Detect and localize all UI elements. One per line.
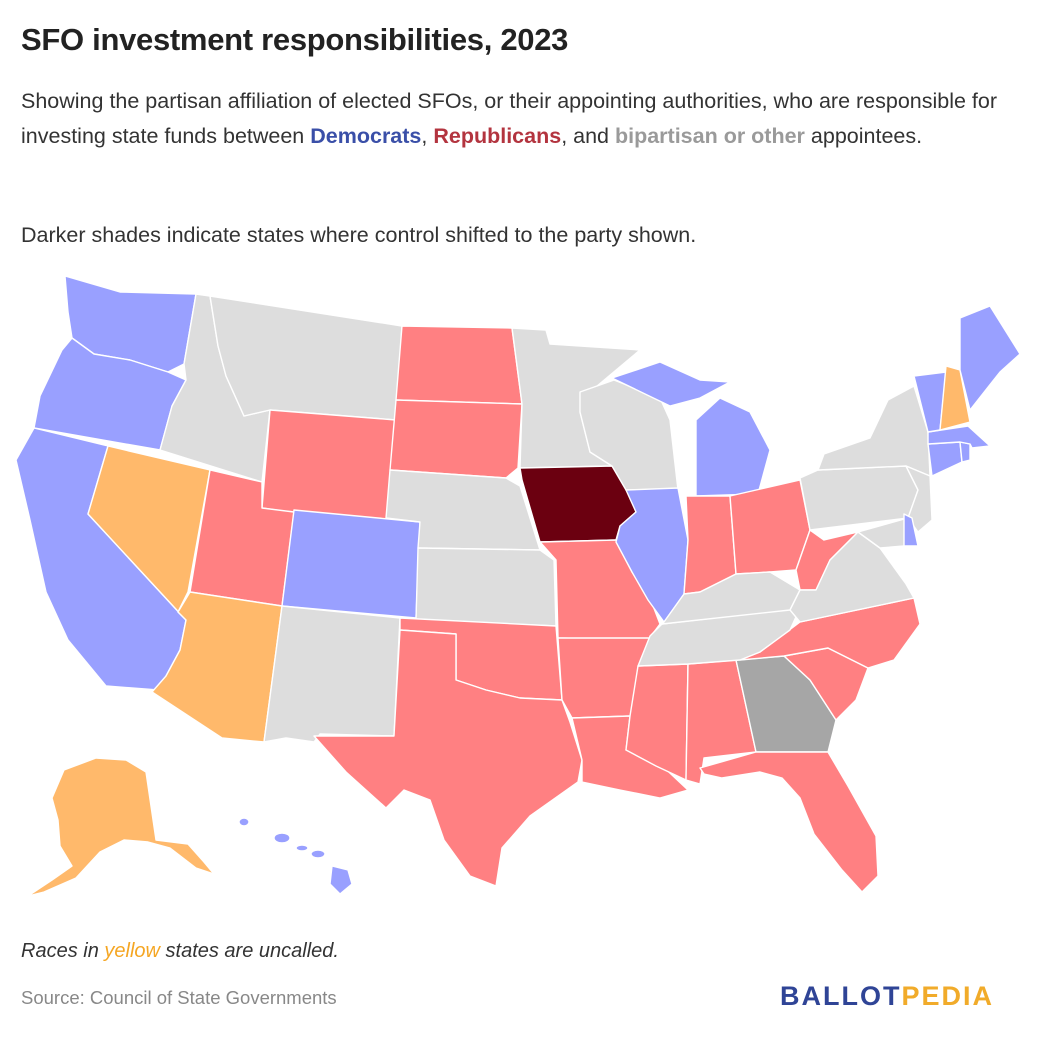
state-ri[interactable] (959, 441, 971, 463)
subtitle-text: Showing the partisan affiliation of elec… (21, 89, 998, 148)
state-oh[interactable] (729, 479, 811, 575)
legend-democrats: Democrats (310, 124, 422, 148)
subtitle-sep: , and (561, 124, 615, 148)
state-hi[interactable] (238, 817, 353, 895)
legend-republicans: Republicans (433, 124, 562, 148)
subtitle-text: appointees. (804, 124, 923, 148)
state-ny[interactable] (817, 385, 931, 477)
uncalled-note: Races in yellow states are uncalled. (21, 940, 339, 963)
chart-subtitle: Showing the partisan affiliation of elec… (21, 84, 1021, 154)
source-note: Source: Council of State Governments (21, 987, 337, 1008)
state-co[interactable] (281, 509, 421, 619)
footnote-text: Races in (21, 940, 105, 962)
chart-title: SFO investment responsibilities, 2023 (21, 22, 569, 57)
logo-part-pedia: PEDIA (901, 981, 995, 1011)
state-fl[interactable] (699, 751, 879, 893)
state-wy[interactable] (261, 409, 397, 527)
state-tx[interactable] (313, 629, 583, 887)
subtitle-sep: , (421, 124, 434, 148)
state-nd[interactable] (395, 325, 523, 405)
state-ak[interactable] (27, 757, 215, 897)
state-de[interactable] (903, 513, 919, 547)
legend-bipartisan-other: bipartisan or other (614, 124, 805, 148)
state-ks[interactable] (415, 547, 557, 627)
state-nh[interactable] (939, 365, 971, 431)
state-nj[interactable] (905, 465, 933, 533)
shading-note: Darker shades indicate states where cont… (21, 223, 697, 247)
state-sd[interactable] (389, 399, 523, 479)
footnote-text: states are uncalled. (159, 940, 339, 962)
state-ky[interactable] (661, 571, 801, 625)
ballotpedia-logo: BALLOTPEDIA (780, 981, 994, 1012)
us-state-map (15, 275, 1021, 897)
logo-part-ballot: BALLOT (780, 981, 902, 1011)
state-me[interactable] (959, 305, 1021, 411)
state-nm[interactable] (263, 605, 401, 743)
state-ct[interactable] (927, 441, 963, 477)
legend-uncalled-yellow: yellow (104, 940, 160, 962)
state-ma[interactable] (927, 425, 991, 449)
state-va[interactable] (789, 531, 915, 623)
state-il[interactable] (615, 487, 689, 623)
state-mt[interactable] (209, 295, 403, 421)
